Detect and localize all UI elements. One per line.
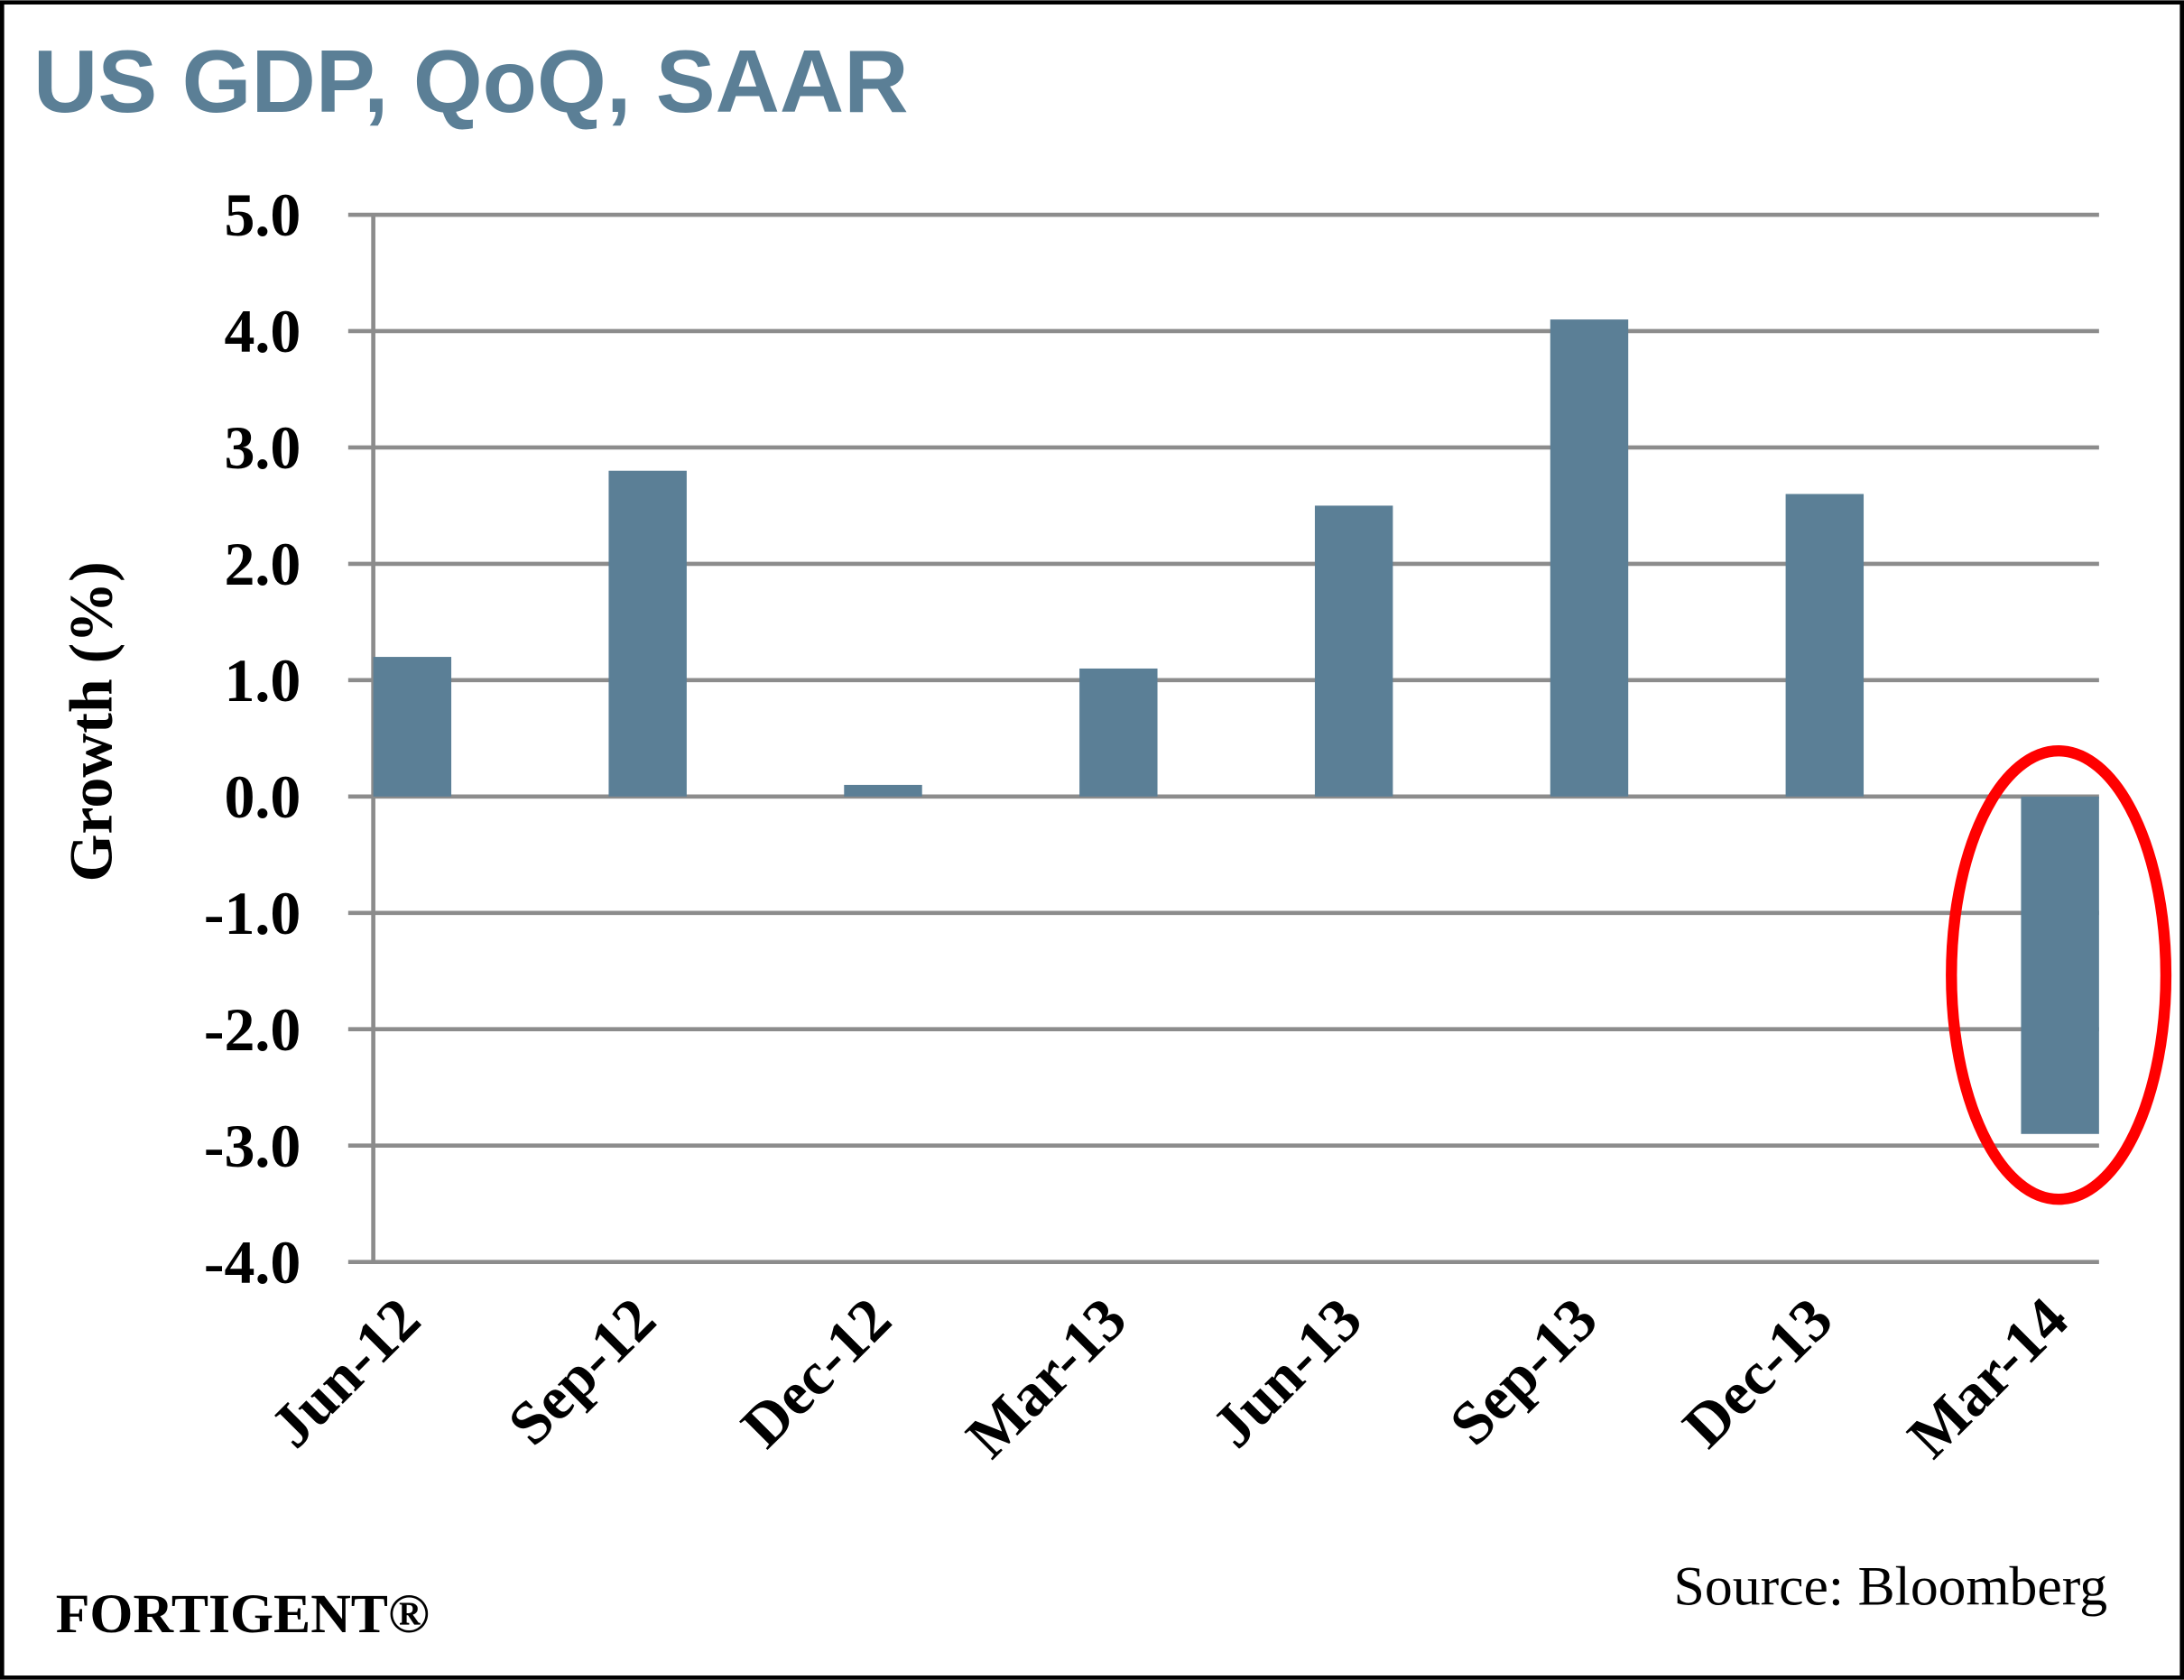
bar-mar-13 (1079, 668, 1158, 797)
bar-sep-13 (1550, 319, 1629, 797)
y-tick-label: 1.0 (224, 646, 301, 715)
bar-sep-12 (608, 470, 687, 797)
y-tick-label: -1.0 (204, 879, 301, 947)
y-tick-labels: 5.0 4.0 3.0 2.0 1.0 0.0 -1.0 -2.0 -3.0 -4.0 (204, 180, 301, 1297)
bar-jun-12 (373, 657, 452, 797)
y-tick-label: -3.0 (204, 1112, 301, 1180)
y-tick-label: 4.0 (224, 297, 301, 365)
source-note: Source: Bloomberg (1674, 1555, 2108, 1617)
bar-dec-13 (1785, 494, 1865, 797)
y-tick-label: 5.0 (224, 180, 301, 249)
y-tick-label: -2.0 (204, 995, 301, 1064)
chart-title: US GDP, QoQ, SAAR (33, 32, 909, 131)
bars (373, 319, 2099, 1134)
y-tick-label: 0.0 (224, 762, 301, 831)
y-tick-label: 2.0 (224, 530, 301, 598)
y-tick-label: -4.0 (204, 1228, 301, 1297)
bar-jun-13 (1314, 505, 1393, 797)
highlight-ellipse (1946, 745, 2172, 1205)
y-tick-label: 3.0 (224, 413, 301, 482)
bar-mar-14 (2021, 796, 2099, 1134)
brand-logo: FORTIGENT® (56, 1583, 430, 1645)
y-axis-label: Growth (%) (56, 561, 125, 882)
bar-dec-12 (844, 784, 922, 797)
